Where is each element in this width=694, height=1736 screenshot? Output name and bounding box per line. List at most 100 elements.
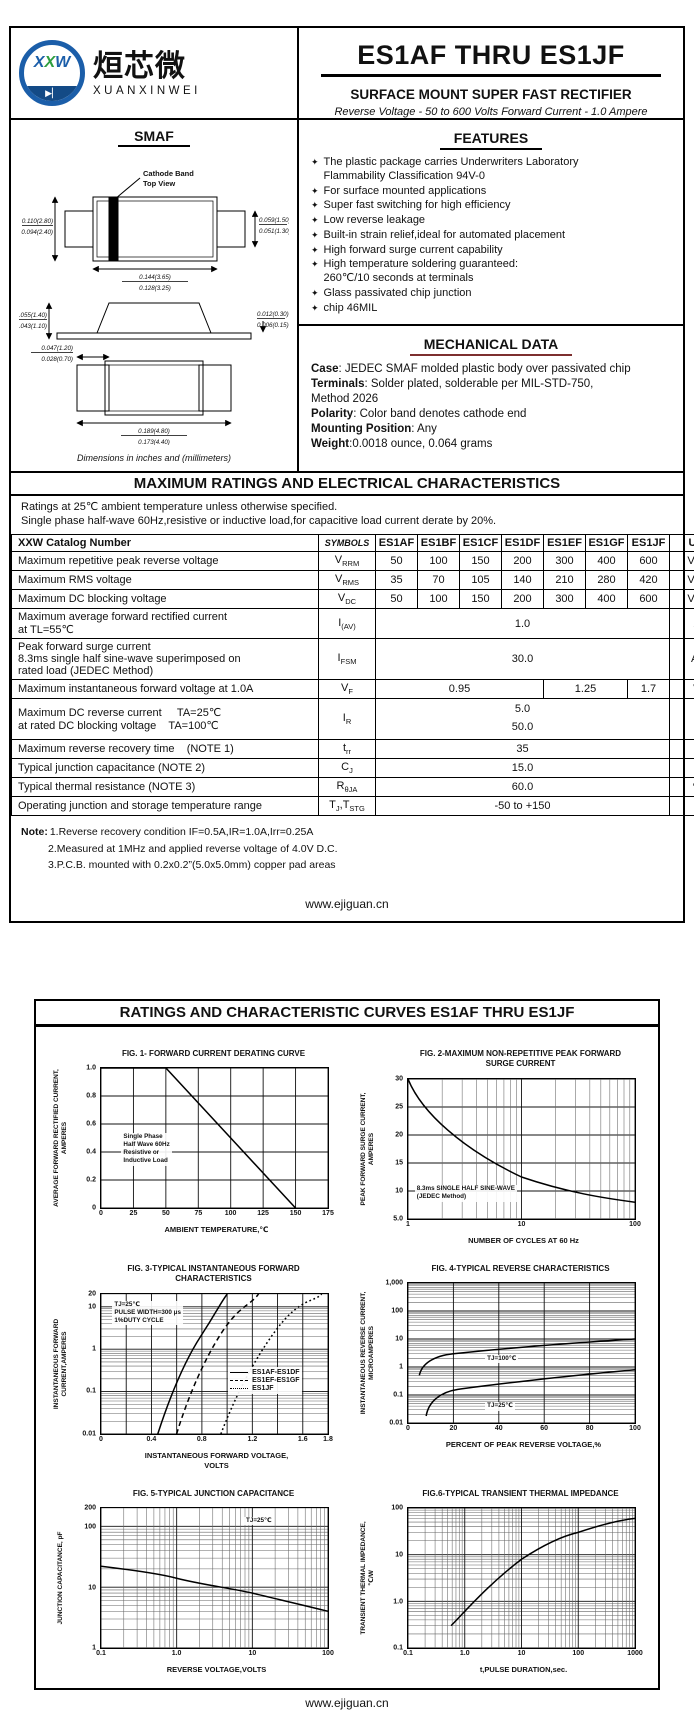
tick-label: 20 bbox=[395, 1131, 403, 1139]
svg-text:0.028(0.70): 0.028(0.70) bbox=[41, 356, 73, 363]
tick-label: 1.0 bbox=[171, 1650, 182, 1658]
figure-4-reverse-characteristics: FIG. 4-TYPICAL REVERSE CHARACTERISTICS I… bbox=[347, 1252, 654, 1477]
tick-label: 0.4 bbox=[146, 1435, 157, 1443]
figures-grid: FIG. 1- FORWARD CURRENT DERATING CURVE A… bbox=[36, 1027, 658, 1687]
figure-title: FIG. 2-MAXIMUM NON-REPETITIVE PEAK FORWA… bbox=[419, 1049, 622, 1069]
tick-label: 1.8 bbox=[323, 1435, 333, 1443]
mech-line: Mounting Position: Any bbox=[311, 423, 437, 435]
tick-label: 100 bbox=[629, 1220, 641, 1228]
symbol-cell: VRRM bbox=[318, 550, 376, 571]
tick-label: 1 bbox=[406, 1220, 410, 1228]
note-line: 2.Measured at 1MHz and applied reverse v… bbox=[48, 842, 338, 855]
mech-line: Polarity: Color band denotes cathode end bbox=[311, 408, 527, 421]
plot-grid-svg bbox=[408, 1508, 635, 1648]
note-label: Note: bbox=[21, 826, 48, 839]
bullet-icon: ✦ bbox=[311, 215, 319, 225]
note-line: Note: 1.Reverse recovery condition IF=0.5… bbox=[21, 824, 673, 840]
feature-item: ✦ High forward surge current capability bbox=[311, 243, 503, 256]
col-header-part: ES1DF bbox=[501, 533, 544, 552]
y-axis-ticks: 20 10 1 0.1 0.01 bbox=[69, 1290, 99, 1437]
y-axis-label: JUNCTION CAPACITANCE, pF bbox=[56, 1531, 64, 1625]
unit-cell: ns bbox=[669, 738, 694, 759]
table-row: Typical thermal resistance (NOTE 3) RθJA… bbox=[11, 776, 694, 798]
value-cell: 50 bbox=[375, 588, 418, 610]
svg-text:0.173(4.40): 0.173(4.40) bbox=[138, 439, 170, 445]
company-logo-icon: XXW ▶▏ bbox=[19, 40, 85, 106]
plot-annotation: TJ=25℃ bbox=[244, 1516, 274, 1525]
symbol-cell: VDC bbox=[318, 588, 376, 610]
table-row: Peak forward surge current 8.3ms single h… bbox=[11, 638, 694, 681]
ratings-section-heading: MAXIMUM RATINGS AND ELECTRICAL CHARACTER… bbox=[11, 473, 683, 496]
bullet-icon: ✦ bbox=[311, 259, 319, 270]
y-axis-ticks: 200 100 10 1 bbox=[69, 1505, 99, 1652]
tick-label: 40 bbox=[494, 1425, 503, 1433]
param-cell: Maximum repetitive peak reverse voltage bbox=[11, 550, 319, 571]
package-outline-panel: SMAF Cathode Band Top View 0.110(2.80) bbox=[11, 120, 299, 471]
table-row: Operating junction and storage temperatu… bbox=[11, 796, 694, 817]
symbol-cell: IFSM bbox=[318, 638, 376, 681]
tick-label: 10 bbox=[248, 1650, 257, 1658]
unit-cell: Amps bbox=[669, 638, 694, 681]
figure-3-instantaneous-forward-characteristics: FIG. 3-TYPICAL INSTANTANEOUS FORWARD CHA… bbox=[40, 1252, 347, 1477]
website-link[interactable]: www.ejiguan.cn bbox=[305, 1695, 389, 1710]
feature-item: ✦ Super fast switching for high efficienc… bbox=[311, 199, 511, 212]
value-cell: 600 bbox=[627, 550, 670, 571]
value-cell: 30.0 bbox=[375, 638, 670, 681]
figure-plot: PEAK FORWARD SURGE CURRENT, AMPERES 30 25… bbox=[360, 1075, 641, 1228]
figure-6-transient-thermal-impedance: FIG.6-TYPICAL TRANSIENT THERMAL IMPEDANC… bbox=[347, 1477, 654, 1682]
value-cell: 1.7 bbox=[627, 679, 670, 700]
x-axis-label: t,PULSE DURATION,sec. bbox=[479, 1665, 568, 1675]
svg-text:0.144(3.65): 0.144(3.65) bbox=[139, 274, 171, 281]
tick-label: 10 bbox=[517, 1220, 526, 1228]
col-header-units: UNITS bbox=[669, 533, 694, 552]
symbol-cell: IR bbox=[318, 698, 376, 740]
col-header-part: ES1CF bbox=[459, 533, 502, 552]
value-cell: 5.0 50.0 bbox=[375, 698, 670, 740]
unit-cell: VOLTS bbox=[669, 569, 694, 590]
value-cell: 200 bbox=[501, 588, 544, 610]
feature-item: ✦ The plastic package carries Underwriter… bbox=[311, 156, 579, 182]
tick-label: 0 bbox=[92, 1204, 96, 1212]
tick-label: 20 bbox=[88, 1290, 96, 1298]
mech-line: Weight:0.0018 ounce, 0.064 grams bbox=[311, 437, 493, 450]
symbol-cell: RθJA bbox=[318, 776, 376, 798]
svg-text:0.055(1.40): 0.055(1.40) bbox=[19, 312, 47, 319]
value-cell: 70 bbox=[417, 569, 460, 590]
logo-block: XXW ▶▏ 烜芯微 XUANXINWEI bbox=[11, 28, 299, 118]
mechanical-data-section: MECHANICAL DATA Case: JEDEC SMAF molded … bbox=[299, 326, 683, 464]
mech-line: Case: JEDEC SMAF molded plastic body ove… bbox=[311, 363, 631, 376]
features-mech-panel: FEATURES ✦ The plastic package carries Un… bbox=[299, 120, 683, 471]
param-cell: Maximum reverse recovery time (NOTE 1) bbox=[11, 738, 319, 759]
tick-label: 0 bbox=[406, 1425, 410, 1433]
tick-label: 0 bbox=[99, 1210, 103, 1218]
bullet-icon: ✦ bbox=[311, 157, 319, 167]
tick-label: 0.6 bbox=[86, 1120, 96, 1128]
condition-line: Single phase half-wave 60Hz,resistive or… bbox=[21, 515, 497, 528]
col-header-part: ES1EF bbox=[543, 533, 586, 552]
symbol-cell: I(AV) bbox=[318, 608, 376, 640]
svg-text:0.094(2.40): 0.094(2.40) bbox=[21, 229, 53, 236]
tick-label: 1000 bbox=[627, 1650, 643, 1658]
figure-2-peak-forward-surge-current: FIG. 2-MAXIMUM NON-REPETITIVE PEAK FORWA… bbox=[347, 1037, 654, 1252]
tick-label: 0.01 bbox=[389, 1419, 403, 1427]
website-link[interactable]: www.ejiguan.cn bbox=[305, 897, 389, 912]
value-cell: 35 bbox=[375, 569, 418, 590]
logo-letter: W bbox=[55, 54, 71, 71]
value-cell: 600 bbox=[627, 588, 670, 610]
tick-label: 100 bbox=[572, 1650, 585, 1658]
figure-title: FIG. 1- FORWARD CURRENT DERATING CURVE bbox=[121, 1049, 306, 1059]
figure-plot: INSTANTANEOUS FORWARD CURRENT,AMPERES 20… bbox=[53, 1290, 333, 1443]
tick-label: 75 bbox=[194, 1210, 203, 1218]
param-cell: Maximum average forward rectified curren… bbox=[11, 608, 319, 640]
tick-label: 5.0 bbox=[393, 1215, 403, 1223]
unit-cell: ℃/W bbox=[669, 776, 694, 798]
y-axis-ticks: 100 10 1.0 0.1 bbox=[376, 1505, 406, 1652]
value-cell: 50 bbox=[375, 550, 418, 571]
logo-letter: X bbox=[44, 54, 56, 71]
bullet-icon: ✦ bbox=[311, 302, 319, 313]
dashed-line-icon bbox=[230, 1379, 249, 1381]
svg-text:Cathode Band: Cathode Band bbox=[143, 169, 194, 178]
col-header-part: ES1GF bbox=[585, 533, 628, 552]
y-axis-ticks: 1.0 0.8 0.6 0.4 0.2 0 bbox=[69, 1065, 99, 1212]
svg-text:0.059(1.50): 0.059(1.50) bbox=[259, 217, 289, 224]
